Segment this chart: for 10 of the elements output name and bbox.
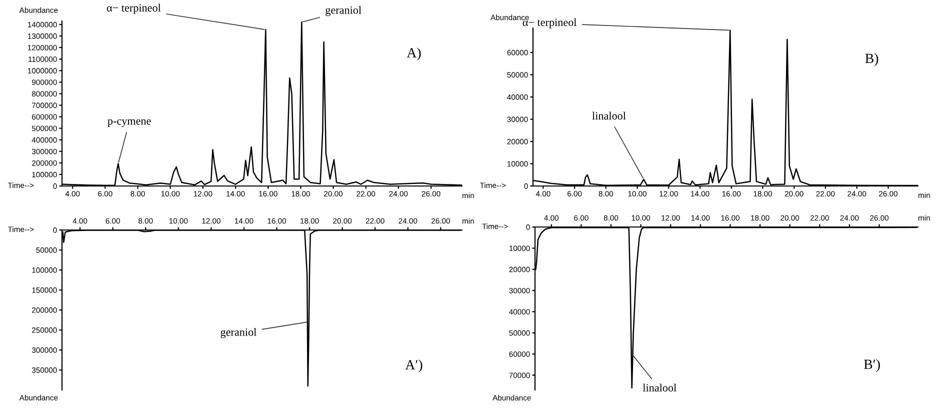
annotation: α− terpineol bbox=[106, 4, 161, 14]
annotation: geraniol bbox=[326, 6, 362, 16]
annotation: geraniol bbox=[220, 328, 256, 338]
annotation: B) bbox=[865, 53, 878, 66]
annotation: A) bbox=[406, 48, 421, 60]
annotation: linalool bbox=[642, 384, 676, 392]
annotation: linalool bbox=[592, 112, 626, 120]
annotation: A′) bbox=[405, 360, 422, 372]
annotation: B′) bbox=[864, 359, 880, 372]
annotation: p-cymene bbox=[108, 119, 151, 127]
